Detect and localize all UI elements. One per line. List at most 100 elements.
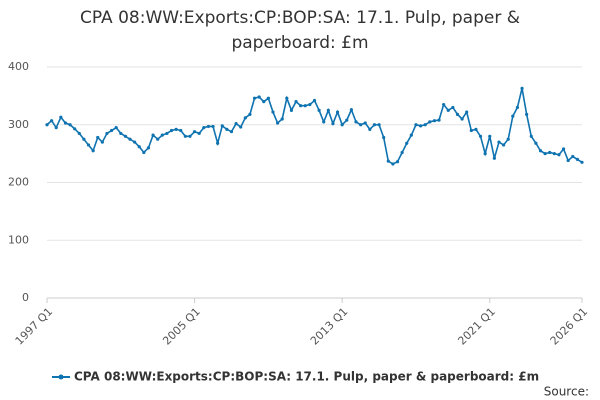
point (395, 160, 400, 164)
point (262, 100, 266, 104)
point (405, 141, 409, 145)
point (266, 96, 270, 100)
point (54, 126, 58, 130)
point (442, 102, 446, 107)
point (86, 143, 91, 147)
point (114, 126, 118, 130)
y-tick-label: 100 (8, 233, 29, 246)
point (160, 133, 164, 137)
point (142, 150, 146, 155)
point (571, 154, 575, 159)
point (59, 115, 63, 119)
point (137, 145, 141, 149)
point (174, 127, 178, 131)
point (561, 147, 566, 151)
point (197, 131, 201, 136)
legend-marker (58, 374, 64, 380)
point (225, 127, 229, 131)
point (326, 108, 330, 112)
point (349, 108, 353, 112)
point (552, 152, 556, 156)
point (105, 131, 109, 136)
point (146, 146, 151, 150)
source: Source: (544, 385, 589, 399)
point (312, 98, 317, 103)
point (303, 104, 307, 108)
point (276, 121, 280, 125)
point (575, 157, 579, 161)
point (501, 143, 506, 147)
point (211, 124, 215, 129)
point (446, 108, 450, 112)
point (437, 118, 441, 122)
y-tick-label: 300 (8, 118, 29, 131)
chart-title: CPA 08:WW:Exports:CP:BOP:SA: 17.1. Pulp,… (80, 8, 520, 53)
point (432, 119, 437, 123)
point (538, 149, 543, 153)
point (50, 119, 54, 123)
point (382, 135, 386, 140)
point (345, 118, 349, 122)
point (128, 137, 132, 141)
point (497, 140, 501, 144)
point (91, 149, 95, 153)
y-tick-label: 0 (22, 291, 29, 304)
point (580, 160, 584, 164)
point (455, 112, 460, 116)
point (488, 134, 492, 138)
point (133, 140, 137, 144)
point (340, 123, 344, 127)
point (289, 108, 294, 112)
point (248, 112, 252, 116)
point (428, 120, 432, 124)
x-tick-label: 2026 Q1 (548, 305, 591, 348)
point (335, 110, 340, 114)
x-tick-label: 2013 Q1 (308, 305, 351, 348)
point (220, 124, 224, 128)
legend-label: CPA 08:WW:Exports:CP:BOP:SA: 17.1. Pulp,… (74, 370, 539, 384)
point (109, 128, 114, 133)
point (68, 123, 72, 127)
point (169, 128, 174, 133)
x-tick-label: 2021 Q1 (455, 305, 498, 348)
point (331, 121, 335, 126)
point (216, 141, 220, 145)
point (354, 120, 358, 124)
point (414, 123, 418, 127)
point (317, 108, 321, 112)
point (483, 152, 487, 156)
point (280, 117, 284, 121)
point (474, 127, 478, 131)
y-tick-label: 200 (8, 176, 29, 189)
point (192, 130, 197, 134)
point (239, 125, 243, 129)
point (73, 127, 77, 131)
point (506, 137, 510, 141)
point (478, 134, 483, 138)
point (183, 134, 187, 138)
point (529, 134, 533, 138)
point (271, 110, 275, 114)
point (202, 126, 206, 130)
point (520, 86, 524, 90)
point (77, 131, 81, 136)
point (96, 135, 100, 140)
point (206, 124, 211, 129)
point (534, 141, 538, 145)
point (492, 156, 496, 160)
y-tick-label: 400 (8, 60, 29, 73)
point (377, 123, 381, 127)
point (418, 124, 423, 128)
point (308, 102, 312, 107)
point (123, 134, 128, 138)
point (359, 123, 363, 127)
point (423, 123, 427, 127)
point (409, 133, 413, 137)
point (465, 110, 469, 114)
point (368, 127, 372, 131)
point (257, 95, 261, 99)
point (515, 105, 520, 110)
point (469, 128, 473, 133)
